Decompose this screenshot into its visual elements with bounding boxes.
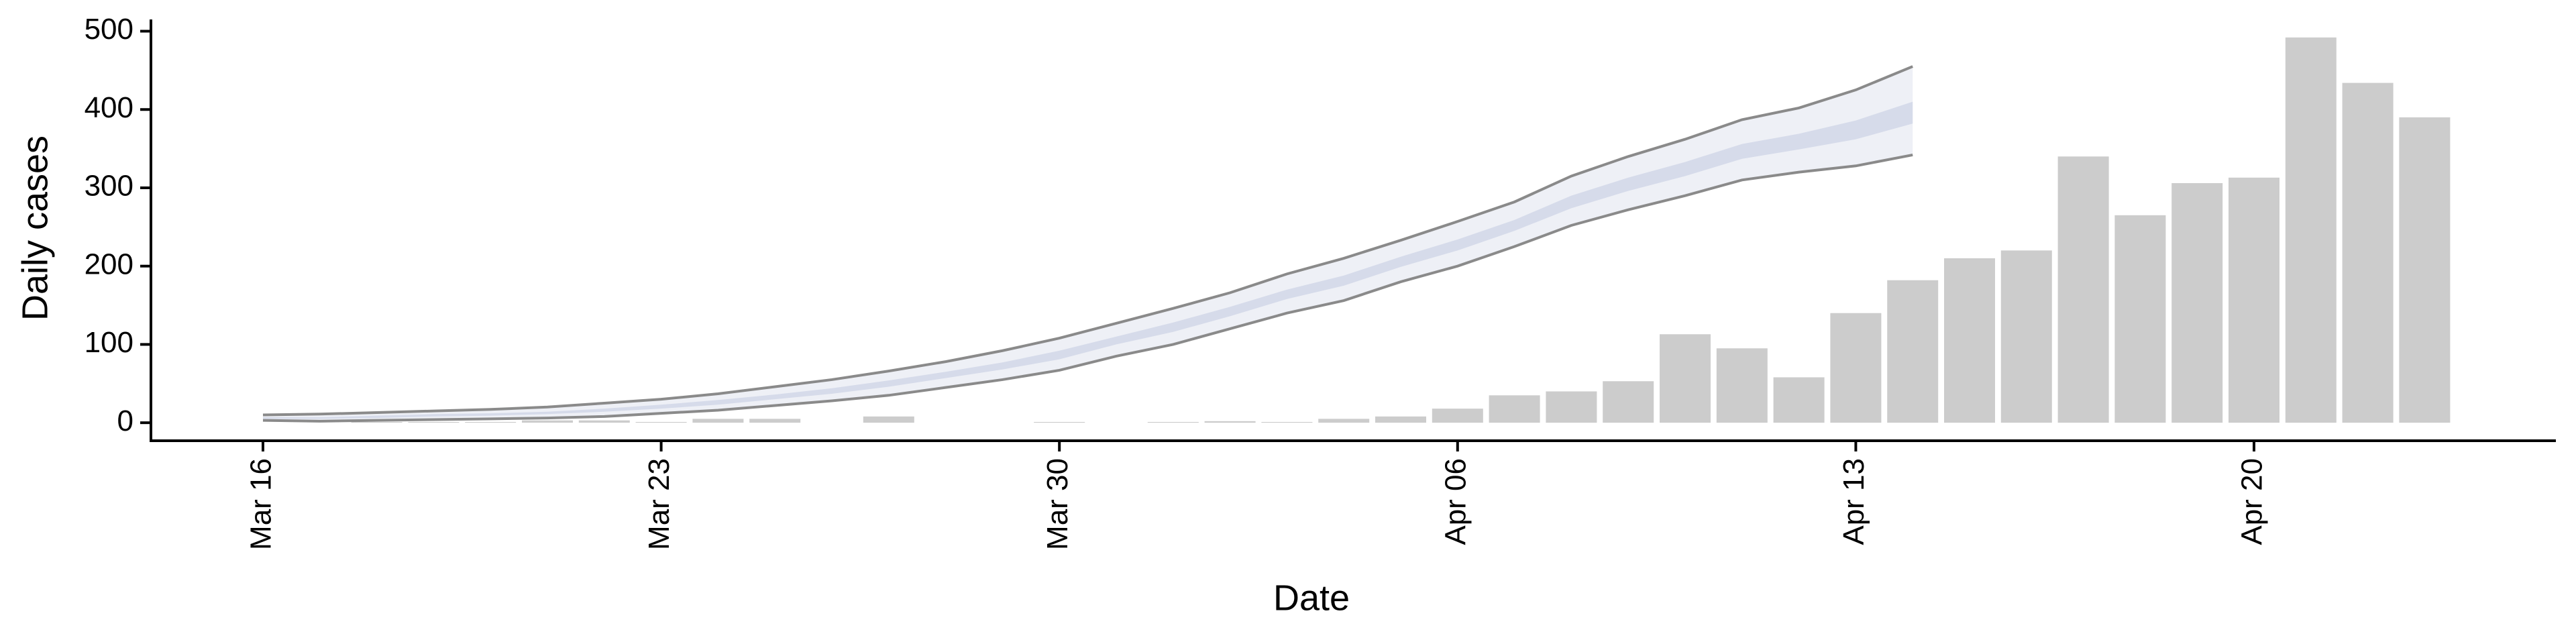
bar (2229, 177, 2279, 423)
y-tick-label: 300 (85, 170, 133, 203)
bar (1432, 409, 1483, 423)
bar (635, 421, 687, 423)
bar (1034, 421, 1085, 423)
y-tick-label: 200 (85, 248, 133, 280)
bar (578, 420, 630, 423)
forecast-bound-line (262, 65, 1913, 417)
bar (1261, 421, 1313, 423)
bar (2171, 182, 2223, 423)
bar (2114, 215, 2166, 423)
x-axis-title: Date (1273, 578, 1350, 618)
bar (2342, 83, 2394, 423)
bar (2399, 117, 2451, 423)
x-tick-label: Apr 06 (1439, 458, 1472, 545)
y-tick-label: 100 (85, 326, 133, 359)
bar (2057, 156, 2109, 423)
bar (1489, 395, 1540, 423)
x-tick-label: Apr 20 (2236, 458, 2269, 545)
y-tick-label: 400 (85, 91, 133, 124)
bar (1204, 421, 1256, 423)
bar (465, 421, 517, 423)
bar (1375, 416, 1426, 423)
bar (522, 420, 573, 423)
bar (1830, 313, 1882, 423)
bar (1944, 258, 1995, 423)
bar (1603, 381, 1654, 423)
bar (692, 419, 744, 423)
bar (863, 416, 914, 423)
x-tick-label: Mar 23 (643, 458, 676, 550)
y-tick-label: 500 (85, 13, 133, 46)
bar (1147, 421, 1199, 423)
bar (1660, 334, 1711, 423)
x-tick-label: Mar 30 (1041, 458, 1074, 550)
bar (749, 419, 801, 423)
y-tick-label: 0 (117, 405, 133, 437)
bar (2000, 250, 2052, 423)
bar (1887, 280, 1939, 423)
x-tick-label: Mar 16 (245, 458, 278, 550)
bar (1546, 391, 1597, 423)
bar (351, 421, 402, 423)
bar (408, 421, 460, 423)
bar (2285, 37, 2337, 423)
bar (1716, 348, 1768, 423)
bar (1318, 419, 1370, 423)
forecast-bound-line (262, 153, 1913, 423)
x-tick-label: Apr 13 (1837, 458, 1870, 545)
y-axis-title: Daily cases (15, 136, 55, 321)
bar (1773, 377, 1825, 423)
